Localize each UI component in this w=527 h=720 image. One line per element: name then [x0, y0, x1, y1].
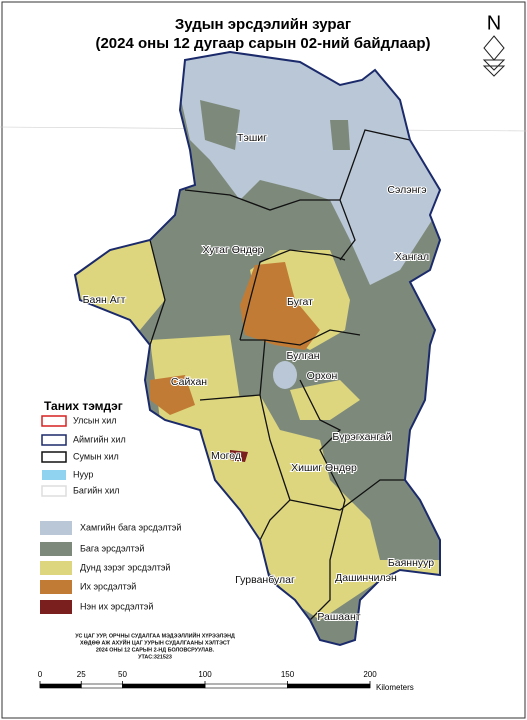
legend-label: Аймгийн хил — [73, 434, 126, 444]
legend-label: Сумын хил — [73, 451, 119, 461]
credit-line: УС ЦАГ УУР, ОРЧНЫ СУДАЛГАА МЭДЭЭЛЛИЙН ХҮ… — [75, 631, 235, 639]
title: Зудын эрсдэлийн зураг — [175, 16, 351, 33]
scale-label: 200 — [363, 670, 377, 679]
scale-label: 150 — [281, 670, 295, 679]
subtitle: (2024 оны 12 дугаар сарын 02-ний байдлаа… — [95, 35, 430, 52]
legend-label: Нуур — [73, 469, 93, 479]
scale-label: 25 — [77, 670, 86, 679]
scale-segment — [204, 683, 288, 689]
legend-label: Их эрсдэлтэй — [80, 581, 136, 591]
region-label: Сайхан — [171, 376, 207, 388]
legend-swatch — [40, 542, 72, 556]
risk-zone — [200, 100, 350, 150]
legend-label: Улсын хил — [73, 415, 117, 425]
risk-zone — [365, 235, 395, 280]
scale-segment — [287, 683, 371, 689]
legend-swatch — [41, 434, 67, 446]
region-label: Гурванбулаг — [235, 574, 295, 586]
legend-swatch — [40, 561, 72, 575]
risk-zone — [240, 262, 320, 350]
region-label: Могод — [211, 450, 241, 462]
legend: Улсын хил Аймгийн хил Сумын хил Нуур Багийн … — [40, 415, 181, 614]
risk-zone — [150, 375, 195, 415]
region-label: Хутаг Өндөр — [202, 244, 263, 256]
region-label: Бүрэгхангай — [332, 431, 391, 443]
legend-title: Таних тэмдэг — [44, 399, 123, 413]
region-label: Булган — [286, 350, 319, 362]
risk-zone — [170, 52, 440, 285]
scale-label: 100 — [198, 670, 212, 679]
region-label: Хангал — [395, 251, 429, 263]
region-label: Баяннуур — [388, 557, 434, 569]
scale-segment — [39, 683, 82, 689]
region-label: Тэшиг — [237, 132, 267, 144]
legend-swatch — [40, 600, 72, 614]
legend-swatch — [42, 470, 66, 480]
north-arrow: N — [482, 12, 506, 77]
scale-label: 50 — [118, 670, 127, 679]
legend-label: Бага эрсдэлтэй — [80, 543, 144, 553]
legend-label: Хамгийн бага эрсдэлтэй — [80, 522, 181, 532]
north-label: N — [487, 12, 501, 34]
legend-swatch — [41, 451, 67, 463]
risk-zone — [290, 380, 360, 420]
region-label: Дашинчилэн — [335, 572, 397, 584]
scale-label: 0 — [38, 670, 43, 679]
region-label: Сэлэнгэ — [387, 184, 426, 196]
legend-label: Дунд зэрэг эрсдэлтэй — [80, 562, 170, 572]
risk-zone — [230, 450, 248, 462]
region-label: Хишиг Өндөр — [291, 462, 357, 474]
scale-bar: 0 25 50 100 150 200 Kilometers — [38, 670, 414, 692]
risk-zone — [195, 395, 440, 620]
legend-swatch — [41, 485, 67, 497]
scale-segment — [122, 683, 206, 689]
credit-line: ХӨДӨӨ АЖ АХУЙН ЦАГ УУРЫН СУДАЛГААНЫ ХЭЛТ… — [80, 638, 231, 646]
legend-swatch — [40, 580, 72, 594]
soum-borders — [149, 129, 411, 621]
risk-zone — [75, 240, 165, 330]
region-label: Бугат — [287, 296, 313, 308]
legend-label: Багийн хил — [73, 485, 120, 495]
credit-line: 2024 ОНЫ 12 САРЫН 2-НД БОЛОВСРУУЛАВ. — [96, 647, 215, 653]
scale-segment — [80, 683, 123, 689]
legend-label: Нэн их эрсдэлтэй — [80, 601, 153, 611]
credits: УС ЦАГ УУР, ОРЧНЫ СУДАЛГАА МЭДЭЭЛЛИЙН ХҮ… — [75, 631, 235, 660]
region-label: Орхон — [307, 370, 338, 382]
legend-swatch — [41, 415, 67, 427]
credit-line: УТАС:321523 — [138, 654, 172, 660]
scale-unit: Kilometers — [376, 683, 414, 692]
risk-zone — [273, 361, 297, 389]
region-label: Баян Агт — [83, 294, 126, 306]
legend-swatch — [40, 521, 72, 535]
region-label: Рашаант — [317, 611, 360, 623]
